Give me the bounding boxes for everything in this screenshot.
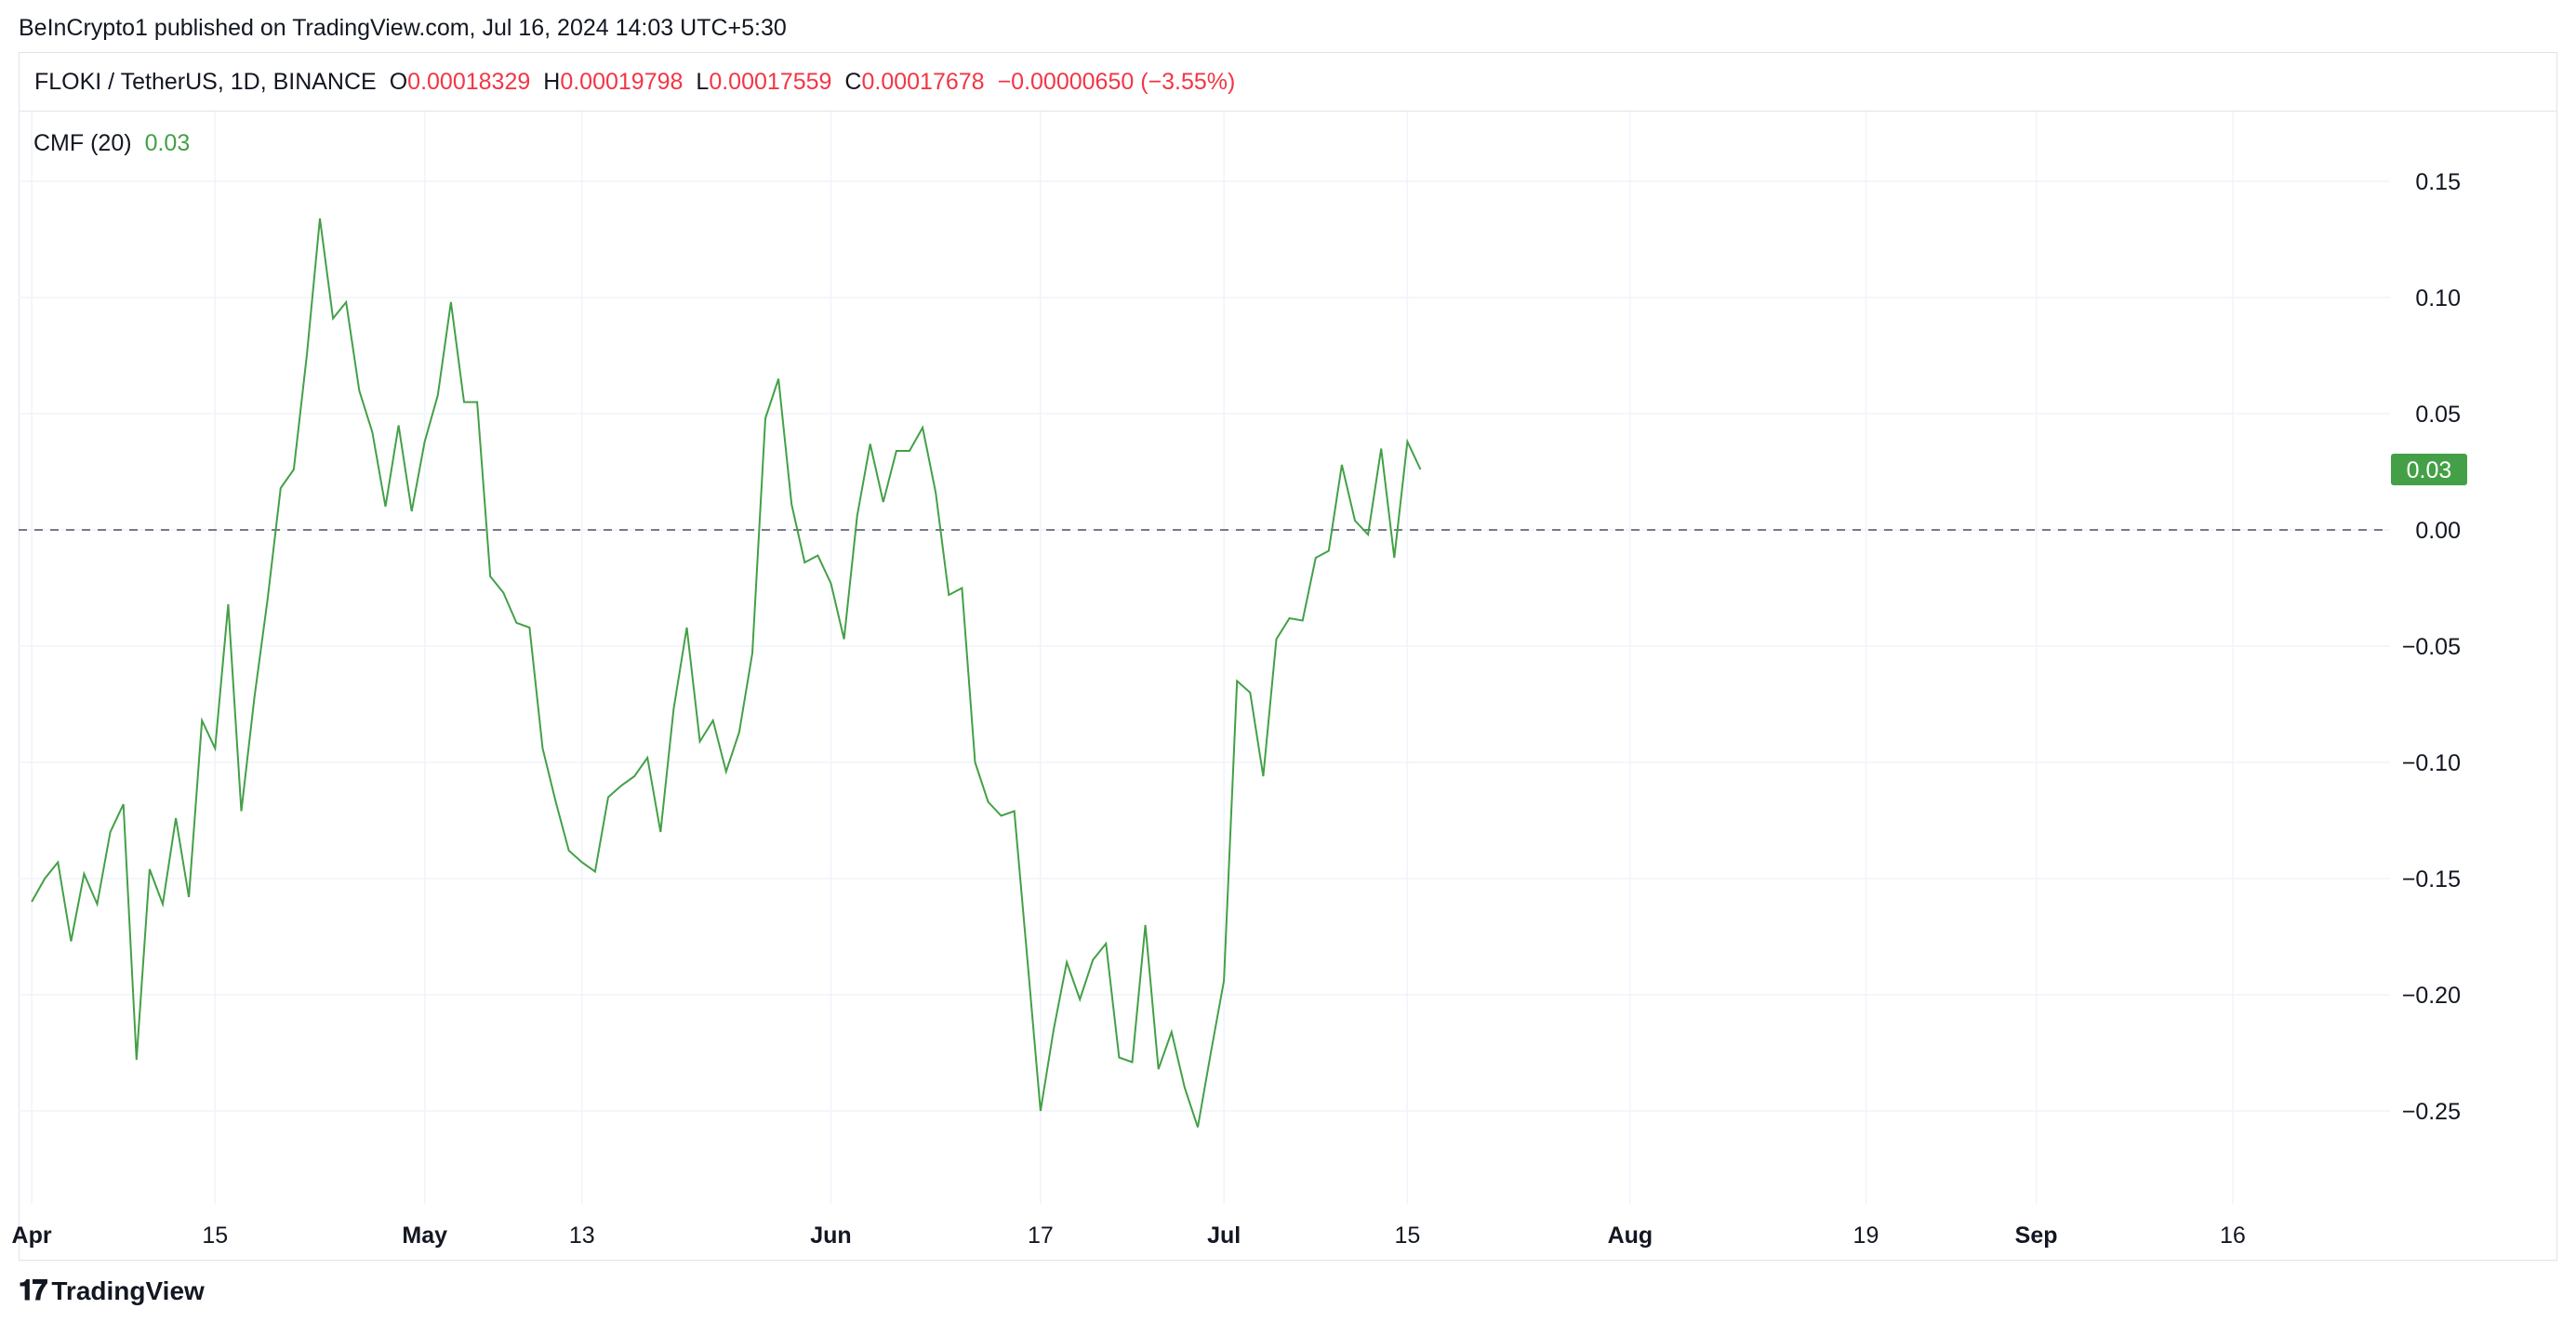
y-tick-label: 0.00 [2415,518,2461,544]
tradingview-brand: TradingView [51,1276,205,1305]
x-tick-label: Aug [1608,1223,1653,1249]
y-tick-label: −0.15 [2402,866,2461,892]
cmf-series-line [31,218,1422,1128]
low-value: 0.00017559 [709,68,832,95]
indicator-value: 0.03 [144,130,191,156]
y-tick-label: −0.20 [2402,983,2461,1009]
low-label: L [696,68,710,95]
open-value: 0.00018329 [407,68,531,95]
y-tick-label: −0.05 [2402,634,2461,660]
x-tick-label: Jul [1207,1223,1241,1249]
tradingview-logo[interactable]: 𝟏𝟕 TradingView [19,1276,205,1307]
y-tick-label: −0.25 [2402,1099,2461,1125]
close-label: C [844,68,862,95]
indicator-name: CMF (20) [33,130,132,156]
indicator-legend[interactable]: CMF (20) 0.03 [33,130,190,157]
open-label: O [389,68,408,95]
y-tick-label: 0.15 [2415,169,2461,195]
y-tick-label: −0.10 [2402,750,2461,776]
close-value: 0.00017678 [861,68,985,95]
symbol-name[interactable]: FLOKI / TetherUS, 1D, BINANCE [34,68,377,95]
x-tick-label: Sep [2015,1223,2058,1249]
x-tick-label: 19 [1853,1223,1879,1249]
x-tick-label: 13 [569,1223,595,1249]
x-tick-label: May [402,1223,447,1249]
published-caption: BeInCrypto1 published on TradingView.com… [19,15,787,41]
high-value: 0.00019798 [560,68,684,95]
x-tick-label: 17 [1028,1223,1054,1249]
tradingview-mark-icon: 𝟏𝟕 [19,1276,47,1306]
last-value-badge-text: 0.03 [2407,457,2452,483]
symbol-info-bar: FLOKI / TetherUS, 1D, BINANCE O 0.0001832… [19,52,2557,112]
x-tick-label: 15 [202,1223,228,1249]
high-label: H [543,68,561,95]
last-value-badge: 0.03 [2391,454,2467,485]
y-tick-label: 0.10 [2415,285,2461,311]
x-tick-label: Jun [810,1223,851,1249]
change-value: −0.00000650 (−3.55%) [997,68,1236,95]
x-tick-label: 15 [1394,1223,1420,1249]
y-tick-label: 0.05 [2415,402,2461,428]
x-tick-label: Apr [12,1223,52,1249]
chart-pane[interactable] [19,112,2557,1261]
x-tick-label: 16 [2220,1223,2246,1249]
